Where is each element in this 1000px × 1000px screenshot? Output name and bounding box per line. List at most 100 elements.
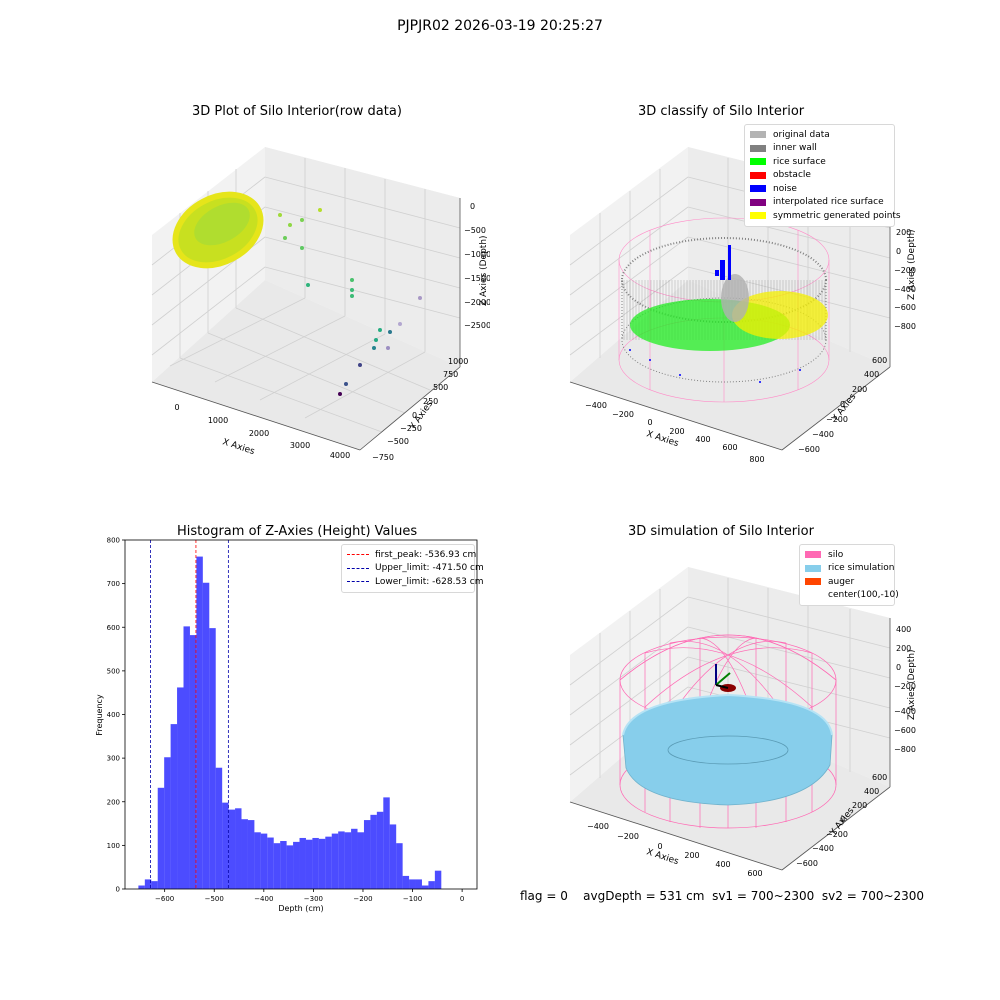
z-tick-labels: 400 200 0 −200 −400 −600 −800 <box>894 625 916 754</box>
histogram-bar <box>331 833 339 889</box>
histogram-bar <box>196 556 203 889</box>
pane-back <box>265 147 460 367</box>
tick: −250 <box>400 424 422 433</box>
histogram-bar <box>286 845 294 889</box>
tick: −1000 <box>464 250 490 259</box>
y-tick-label: 600 <box>107 624 120 632</box>
simulation-plot-title: 3D simulation of Silo Interior <box>628 524 814 539</box>
tick: −200 <box>617 832 639 841</box>
legend-label: symmetric generated points <box>773 210 901 221</box>
y-tick-labels: −600 −400 −200 0 200 400 600 <box>796 773 887 868</box>
histogram-bar <box>170 724 178 889</box>
x-tick-labels: 0 1000 2000 3000 4000 <box>174 403 350 460</box>
tick: 0 <box>896 247 901 256</box>
legend-swatch <box>750 198 766 206</box>
histogram-bar <box>434 870 442 889</box>
z-tick-labels: 0 −500 −1000 −1500 −2000 −2500 <box>464 202 490 330</box>
histogram-bar <box>357 832 364 889</box>
legend-item: first_peak: -536.93 cm <box>347 548 476 562</box>
histogram-bar <box>383 797 390 889</box>
legend-label: Lower_limit: -628.53 cm <box>375 576 484 587</box>
histogram-bar <box>260 833 268 889</box>
pane-back <box>688 567 890 787</box>
histogram-bar <box>415 879 422 889</box>
histogram-bar <box>235 808 242 889</box>
histogram-bar <box>273 843 281 889</box>
tick: 200 <box>684 851 699 860</box>
histogram-bar <box>222 802 229 889</box>
tick: −600 <box>894 726 916 735</box>
y-tick-label: 100 <box>107 842 120 850</box>
histogram-bar <box>338 831 345 889</box>
tick: 1000 <box>448 357 468 366</box>
histogram-bar <box>363 820 371 889</box>
tick: −600 <box>894 303 916 312</box>
tick: 0 <box>840 815 845 824</box>
x-axis-label: X Axies <box>221 437 256 457</box>
tick: 4000 <box>330 451 350 460</box>
histogram-title: Histogram of Z-Axies (Height) Values <box>177 524 418 539</box>
histogram-bar <box>370 814 377 889</box>
tick: 1000 <box>208 416 228 425</box>
legend-swatch <box>750 158 766 166</box>
legend-label: center(100,-10) <box>828 590 899 601</box>
legend-item: symmetric generated points <box>750 209 901 223</box>
histogram-bar <box>157 787 165 889</box>
raw-ring-inner <box>194 202 250 246</box>
tick: 600 <box>872 773 887 782</box>
y-tick-label: 700 <box>107 580 120 588</box>
raw-scatter-points <box>278 208 422 396</box>
y-tick-labels: −600 −400 −200 0 200 400 600 <box>798 356 887 454</box>
x-axis-label: X Axies <box>645 847 680 867</box>
x-tick-label: −500 <box>205 895 224 903</box>
histogram-bar <box>189 635 197 889</box>
histogram-vlines <box>150 540 229 889</box>
z-tick-labels: 200 0 −200 −400 −600 −800 <box>894 228 916 331</box>
legend-label: rice surface <box>773 156 826 167</box>
legend-swatch <box>750 185 766 193</box>
histogram-bar <box>389 824 397 889</box>
legend-label: interpolated rice surface <box>773 197 884 208</box>
tick: 750 <box>443 370 458 379</box>
tick: −200 <box>826 830 848 839</box>
legend-label: noise <box>773 183 797 194</box>
legend-label: first_peak: -536.93 cm <box>375 549 477 560</box>
tick: −800 <box>894 745 916 754</box>
x-tick-label: −600 <box>155 895 174 903</box>
z-axis-label: Z Axies (Depth) <box>907 649 917 720</box>
tick: −200 <box>894 682 916 691</box>
legend-item: center(100,-10) <box>805 589 899 603</box>
tick: −200 <box>826 415 848 424</box>
tick: −400 <box>587 822 609 831</box>
histogram-bar <box>428 881 435 889</box>
tick: −600 <box>796 859 818 868</box>
tick: −400 <box>894 707 916 716</box>
tick: 400 <box>695 435 710 444</box>
histogram-bar <box>409 879 416 889</box>
legend-swatch <box>750 131 766 139</box>
histogram-bar <box>421 885 429 889</box>
y-tick-label: 0 <box>116 886 120 894</box>
legend-swatch <box>805 551 821 559</box>
histogram-bar <box>305 839 313 889</box>
legend-line <box>347 581 369 583</box>
tick: 200 <box>669 427 684 436</box>
tick: 600 <box>872 356 887 365</box>
legend-label: Upper_limit: -471.50 cm <box>375 563 484 574</box>
y-tick-label: 300 <box>107 755 120 763</box>
histogram-bar <box>280 841 287 889</box>
legend-item: original data <box>750 128 889 142</box>
figure-suptitle: PJPJR02 2026-03-19 20:25:27 <box>397 18 603 34</box>
classify-legend: original data inner wall rice surface ob… <box>744 124 901 227</box>
legend-swatch <box>750 212 766 220</box>
legend-item: noise <box>750 182 889 196</box>
raw-data-3d-plot: 0 1000 2000 3000 4000 −750 −500 −250 0 2… <box>151 147 490 462</box>
y-tick-label: 800 <box>107 537 120 545</box>
tick: −400 <box>894 285 916 294</box>
legend-swatch <box>750 171 766 179</box>
legend-item: Upper_limit: -471.50 cm <box>347 562 484 576</box>
raw-plot-title: 3D Plot of Silo Interior(row data) <box>192 104 402 119</box>
tick: −400 <box>812 844 834 853</box>
histogram-bar <box>241 819 248 889</box>
legend-item: rice surface <box>750 155 889 169</box>
